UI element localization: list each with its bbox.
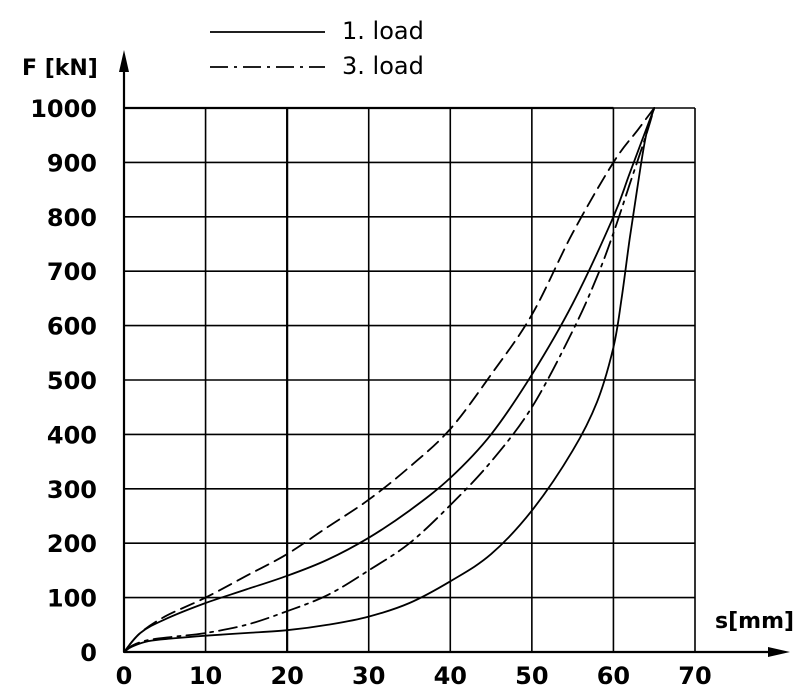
y-tick-label: 1000 xyxy=(30,95,97,123)
y-tick-label: 900 xyxy=(47,149,97,177)
y-tick-label: 0 xyxy=(80,639,97,667)
y-axis-arrow xyxy=(119,50,129,72)
x-tick-label: 10 xyxy=(189,662,222,690)
y-axis-label: F [kN] xyxy=(22,56,98,81)
y-tick-label: 100 xyxy=(47,585,97,613)
series-line-1 xyxy=(123,107,656,653)
y-tick-label: 400 xyxy=(47,421,97,449)
y-tick-label: 600 xyxy=(47,313,97,341)
legend: 1. load 3. load xyxy=(210,17,424,80)
x-tick-label: 50 xyxy=(515,662,548,690)
x-tick-label: 20 xyxy=(270,662,303,690)
y-tick-label: 200 xyxy=(47,530,97,558)
grid xyxy=(124,107,696,652)
x-tick-label: 40 xyxy=(434,662,467,690)
axes xyxy=(119,50,790,657)
y-tick-label: 800 xyxy=(47,204,97,232)
x-tick-label: 70 xyxy=(678,662,711,690)
plot-frame xyxy=(124,106,614,652)
y-tick-label: 300 xyxy=(47,476,97,504)
x-tick-label: 60 xyxy=(597,662,630,690)
x-tick-labels: 0 10 20 30 40 50 60 70 xyxy=(116,662,712,690)
legend-label-3: 3. load xyxy=(342,52,424,80)
x-tick-label: 0 xyxy=(116,662,133,690)
x-axis-label: s[mm] xyxy=(715,609,794,634)
y-tick-labels: 0 100 200 300 400 500 600 700 800 900 1000 xyxy=(30,95,97,667)
series-line-3 xyxy=(123,107,656,653)
curves xyxy=(123,107,656,653)
series-line-2 xyxy=(123,107,656,653)
x-tick-label: 30 xyxy=(352,662,385,690)
y-tick-label: 700 xyxy=(47,258,97,286)
series-line-4 xyxy=(123,107,656,653)
y-tick-label: 500 xyxy=(47,367,97,395)
x-axis-arrow xyxy=(768,647,790,657)
legend-label-1: 1. load xyxy=(342,17,424,45)
